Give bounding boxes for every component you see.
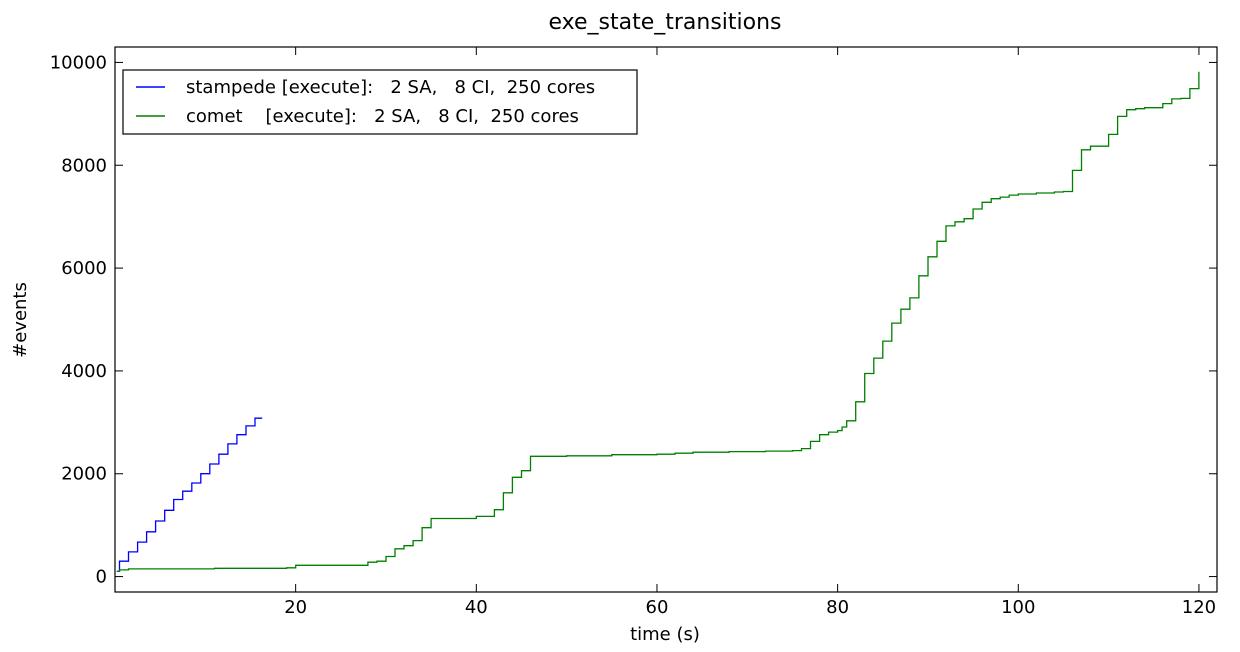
legend-box — [122, 69, 638, 135]
x-tick-label: 40 — [465, 597, 488, 618]
y-tick-label: 6000 — [61, 258, 107, 279]
chart-title: exe_state_transitions — [548, 10, 781, 35]
plot-frame — [114, 46, 1218, 593]
y-axis-label: #events — [10, 282, 31, 358]
series-line-0 — [116, 417, 263, 573]
x-tick-label: 20 — [284, 597, 307, 618]
x-tick-label: 120 — [1182, 597, 1216, 618]
y-tick-label: 8000 — [61, 155, 107, 176]
series-layer — [116, 71, 1200, 573]
x-axis-label: time (s) — [630, 624, 700, 645]
y-tick-label: 2000 — [61, 464, 107, 485]
x-tick-label: 80 — [826, 597, 849, 618]
x-tick-label: 100 — [1001, 597, 1035, 618]
y-tick-label: 4000 — [61, 361, 107, 382]
legend-entry-0: stampede [execute]: 2 SA, 8 CI, 250 core… — [186, 77, 595, 98]
y-tick-label: 0 — [96, 567, 107, 588]
ticks-layer: 20 40 60 80 100 120 0 2000 4000 6000 8000 10000 — [50, 47, 1217, 618]
legend-entry-1: comet [execute]: 2 SA, 8 CI, 250 cores — [186, 106, 579, 127]
x-tick-label: 60 — [646, 597, 669, 618]
series-line-1 — [116, 71, 1200, 573]
legend: stampede [execute]: 2 SA, 8 CI, 250 core… — [122, 69, 638, 135]
y-tick-label: 10000 — [50, 52, 107, 73]
